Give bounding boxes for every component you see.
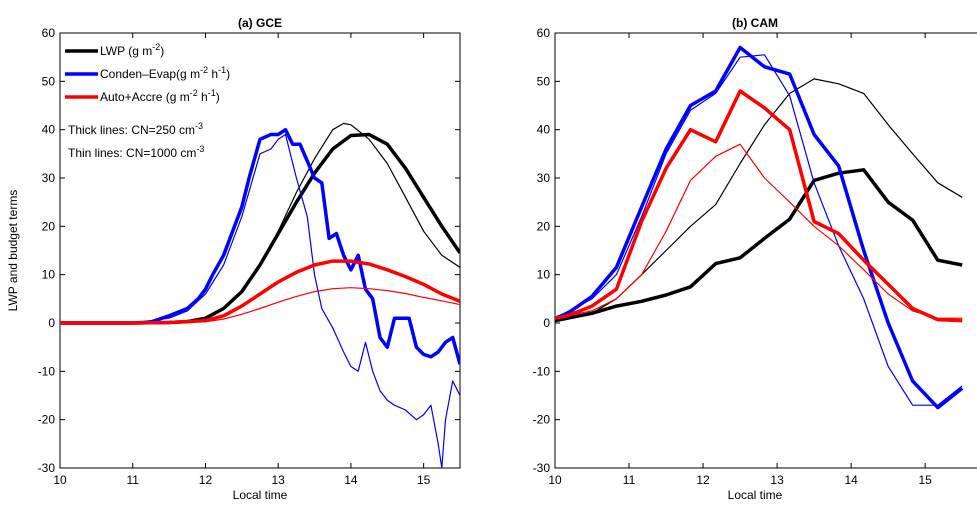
y-tick-label: 30 <box>537 171 551 185</box>
y-tick-label: 20 <box>537 219 551 233</box>
panel-title: (b) CAM <box>732 16 778 30</box>
series-line-red-thick <box>60 259 460 325</box>
x-tick-label: 11 <box>623 473 636 487</box>
series-group <box>555 45 964 410</box>
x-tick-label: 10 <box>53 473 67 487</box>
y-tick-label: 20 <box>42 219 56 233</box>
legend: LWP (g m-2) Conden–Evap(g m-2 h-1) Auto+Ac… <box>65 42 230 160</box>
x-axis-label: Local time <box>233 488 288 502</box>
y-tick-label: 60 <box>42 26 56 40</box>
y-tick-label: -30 <box>38 461 56 475</box>
panel-title: (a) GCE <box>238 16 282 30</box>
x-tick-label: 15 <box>417 473 431 487</box>
y-tick-label: 10 <box>42 268 56 282</box>
x-tick-label: 12 <box>199 473 213 487</box>
series-line-black-thin <box>555 78 963 322</box>
y-tick-label: 40 <box>537 123 551 137</box>
y-tick-label: 40 <box>42 123 56 137</box>
x-tick-label: 11 <box>126 473 139 487</box>
series-group <box>60 122 460 468</box>
legend-label: Auto+Accre (g m-2 h-1) <box>100 88 220 104</box>
x-tick-label: 15 <box>918 473 932 487</box>
series-line-blue-thin <box>60 133 460 468</box>
series-line-blue-thick <box>60 127 460 365</box>
y-tick-label: 0 <box>48 316 55 330</box>
series-line-black-thick <box>555 168 963 323</box>
x-tick-label: 13 <box>770 473 784 487</box>
y-tick-label: -20 <box>38 413 56 427</box>
x-tick-label: 14 <box>344 473 358 487</box>
series-line-red-thin <box>555 143 963 319</box>
legend-note: Thin lines: CN=1000 cm-3 <box>68 144 204 160</box>
y-tick-label: 60 <box>537 26 551 40</box>
series-line-red-thick <box>555 89 963 323</box>
y-tick-label: 30 <box>42 171 56 185</box>
y-tick-label: -10 <box>38 364 56 378</box>
y-tick-label: -30 <box>533 461 551 475</box>
y-tick-label: 10 <box>537 268 551 282</box>
y-tick-label: 0 <box>543 316 550 330</box>
x-tick-label: 12 <box>696 473 710 487</box>
series-line-blue-thin <box>555 54 963 406</box>
x-tick-label: 14 <box>844 473 858 487</box>
series-line-blue-thick <box>555 45 964 410</box>
x-tick-label: 13 <box>272 473 286 487</box>
series-line-red-thin <box>60 287 460 324</box>
x-tick-label: 10 <box>548 473 562 487</box>
y-tick-label: -10 <box>533 364 551 378</box>
legend-label: LWP (g m-2) <box>100 42 164 58</box>
y-tick-label: -20 <box>533 413 551 427</box>
y-tick-label: 50 <box>537 74 551 88</box>
y-axis-label: LWP and budget terms <box>6 190 20 312</box>
panel-gce: -30 -20 -10 0 10 20 30 40 50 60 10 11 12 13 14 15 (a) GC… <box>6 16 461 502</box>
y-tick-label: 50 <box>42 74 56 88</box>
panel-cam: -30 -20 -10 0 10 20 30 40 50 60 10 11 12 13 14 15 (b) CA… <box>533 16 977 502</box>
legend-label: Conden–Evap(g m-2 h-1) <box>100 65 230 81</box>
plot-frame <box>554 32 977 469</box>
x-axis-label: Local time <box>728 488 783 502</box>
legend-note: Thick lines: CN=250 cm-3 <box>68 121 203 137</box>
